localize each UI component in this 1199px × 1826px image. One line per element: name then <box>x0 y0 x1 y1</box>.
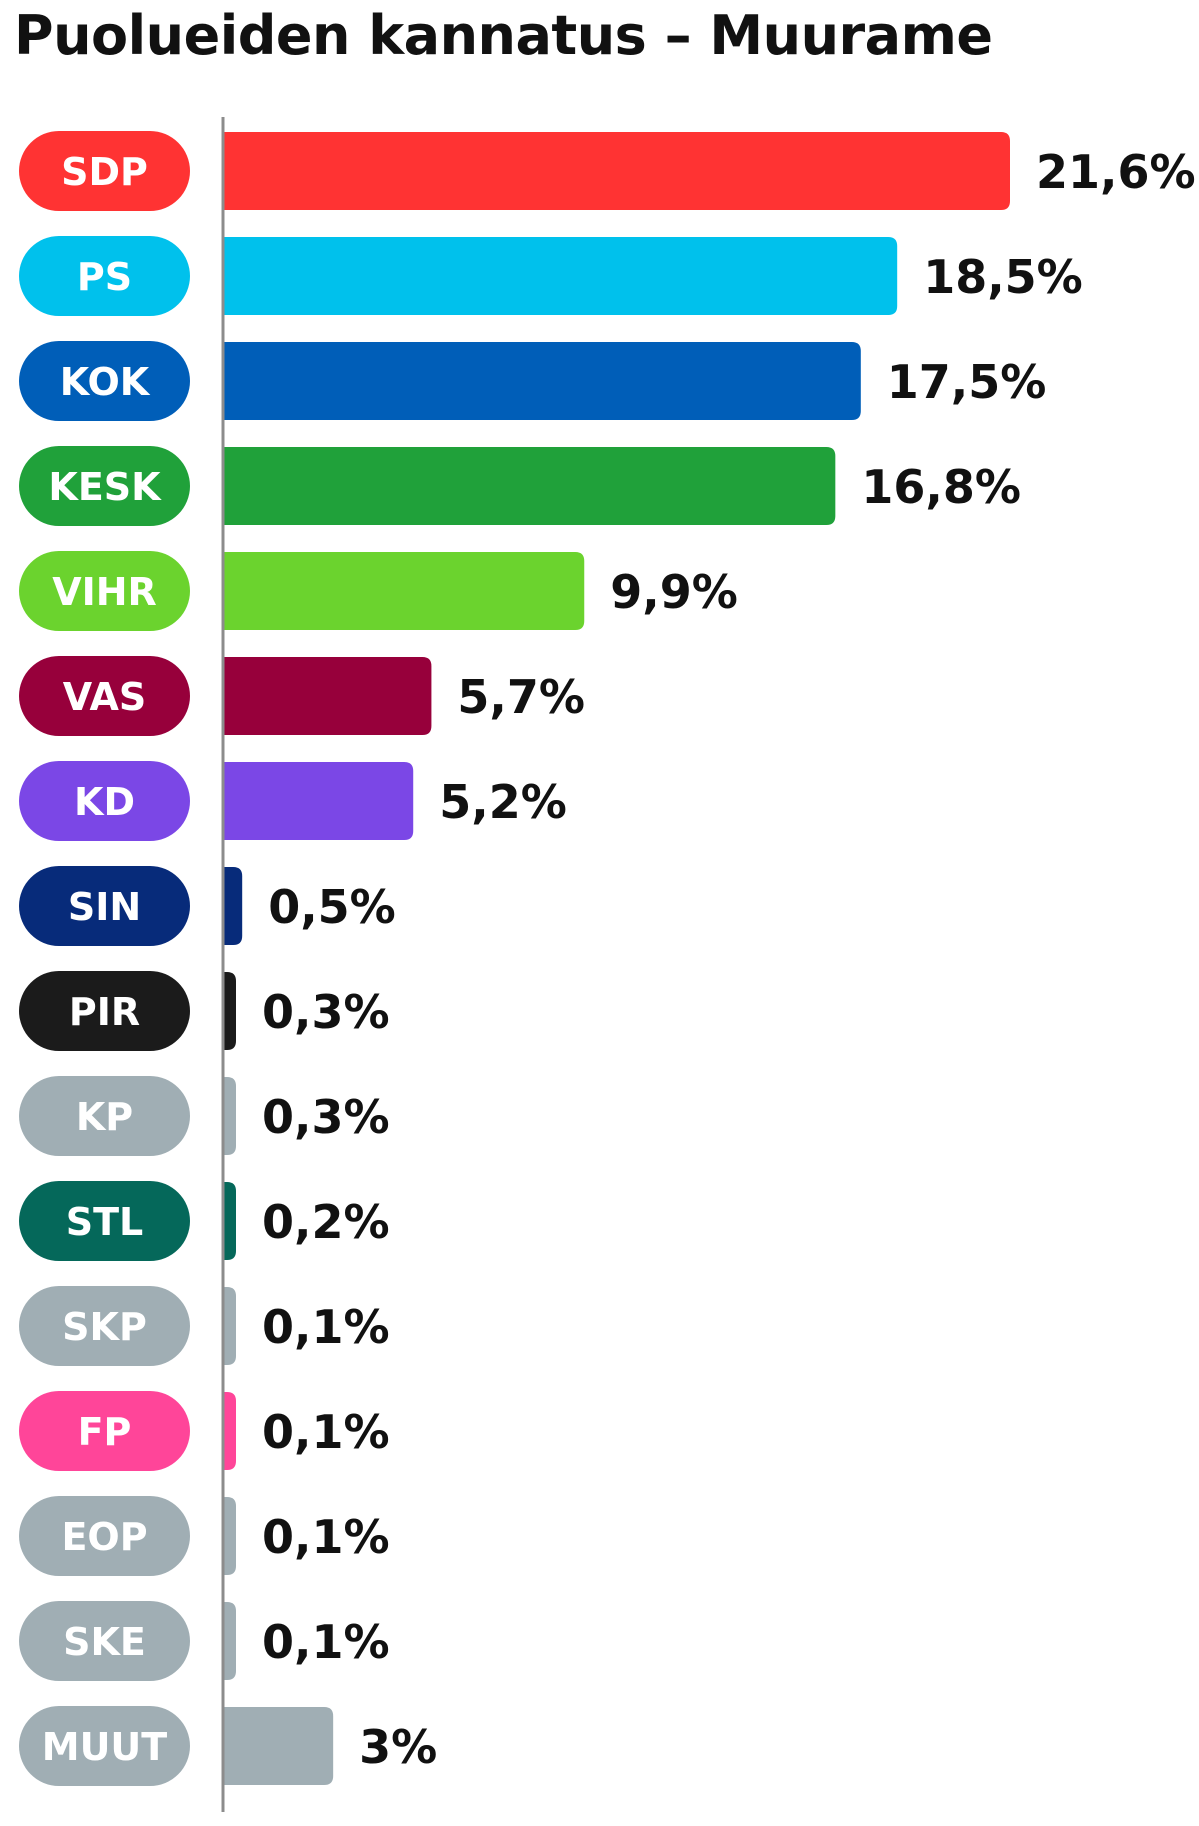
value-label-pir: 0,3% <box>262 985 390 1039</box>
bar-muut <box>224 1707 334 1785</box>
value-label-stl: 0,2% <box>262 1195 390 1249</box>
bar-kp <box>224 1077 236 1155</box>
bar-pir <box>224 972 236 1050</box>
party-pill-muut <box>19 1706 190 1786</box>
category-label-fp: FP <box>78 1410 132 1454</box>
chart-title: Puolueiden kannatus – Muurame <box>14 4 993 67</box>
value-label-ske: 0,1% <box>262 1615 390 1669</box>
bar-sdp <box>224 132 1010 210</box>
bar-skp <box>224 1287 236 1365</box>
category-label-kp: KP <box>76 1095 133 1139</box>
bar-kesk <box>224 447 836 525</box>
value-label-fp: 0,1% <box>262 1405 390 1459</box>
category-label-ps: PS <box>77 255 132 299</box>
party-pill-vihr <box>19 551 190 631</box>
party-pill-ps <box>19 236 190 316</box>
category-label-muut: MUUT <box>42 1725 168 1769</box>
category-label-kesk: KESK <box>48 465 162 509</box>
party-pill-vas <box>19 656 190 736</box>
category-label-eop: EOP <box>61 1515 147 1559</box>
bar-kd <box>224 762 414 840</box>
category-label-kok: KOK <box>60 360 151 404</box>
category-label-ske: SKE <box>63 1620 146 1664</box>
bar-sin <box>224 867 243 945</box>
party-pill-kesk <box>19 446 190 526</box>
category-label-vas: VAS <box>63 675 147 719</box>
category-label-vihr: VIHR <box>52 570 157 614</box>
party-pill-fp <box>19 1391 190 1471</box>
bar-ps <box>224 237 898 315</box>
category-label-skp: SKP <box>62 1305 147 1349</box>
bar-stl <box>224 1182 236 1260</box>
value-label-sdp: 21,6% <box>1036 145 1196 199</box>
category-label-pir: PIR <box>69 990 140 1034</box>
party-pill-pir <box>19 971 190 1051</box>
value-label-eop: 0,1% <box>262 1510 390 1564</box>
category-label-stl: STL <box>66 1200 144 1244</box>
bar-ske <box>224 1602 236 1680</box>
category-label-sin: SIN <box>68 885 141 929</box>
party-pill-kp <box>19 1076 190 1156</box>
party-pill-stl <box>19 1181 190 1261</box>
value-label-vas: 5,7% <box>457 670 585 724</box>
party-pill-eop <box>19 1496 190 1576</box>
category-label-kd: KD <box>74 780 135 824</box>
value-label-kd: 5,2% <box>439 775 567 829</box>
bar-fp <box>224 1392 236 1470</box>
party-pill-sin <box>19 866 190 946</box>
bar-vihr <box>224 552 585 630</box>
value-label-vihr: 9,9% <box>610 565 738 619</box>
value-label-kp: 0,3% <box>262 1090 390 1144</box>
value-label-kesk: 16,8% <box>861 460 1021 514</box>
value-label-sin: 0,5% <box>268 880 396 934</box>
value-label-muut: 3% <box>359 1720 437 1774</box>
value-label-ps: 18,5% <box>923 250 1083 304</box>
party-pill-ske <box>19 1601 190 1681</box>
category-label-sdp: SDP <box>61 150 148 194</box>
party-pill-kd <box>19 761 190 841</box>
value-label-skp: 0,1% <box>262 1300 390 1354</box>
bar-eop <box>224 1497 236 1575</box>
bar-vas <box>224 657 432 735</box>
party-pill-kok <box>19 341 190 421</box>
bar-kok <box>224 342 861 420</box>
value-label-kok: 17,5% <box>887 355 1047 409</box>
party-pill-sdp <box>19 131 190 211</box>
party-pill-skp <box>19 1286 190 1366</box>
